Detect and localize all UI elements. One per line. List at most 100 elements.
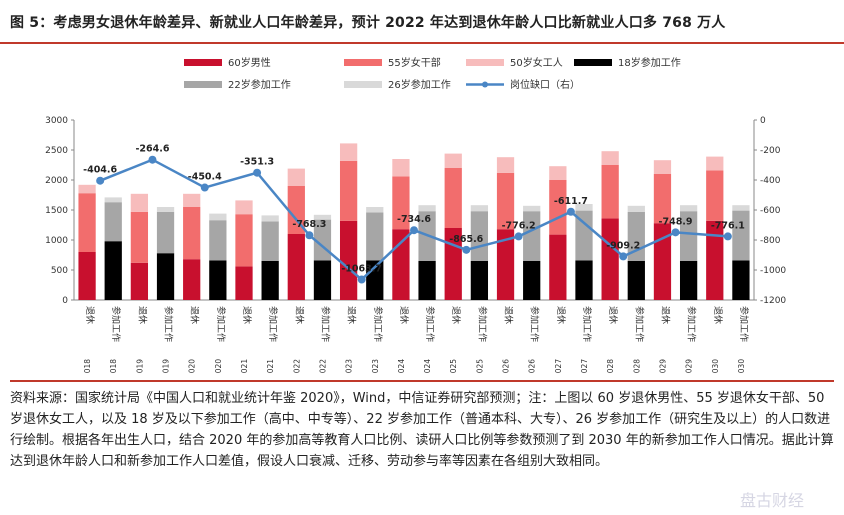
x-year-label-2024: 2024 [423, 359, 432, 374]
x-category-label: 参加工作 [215, 306, 227, 342]
bar-retire_male-2019 [130, 262, 149, 300]
bar-retire_female_worker-2022 [287, 168, 305, 186]
gap-data-label-2026: -776.2 [502, 220, 536, 231]
gap-point-2021 [253, 168, 262, 177]
bar-work18-2029 [679, 261, 698, 300]
x-category-label: 参加工作 [633, 306, 645, 342]
bar-work18-2027 [575, 260, 593, 300]
chart-title: 图 5：考虑男女退休年龄差异、新就业人口年龄差异，预计 2022 年达到退休年龄… [10, 15, 726, 31]
bar-work22-2020 [209, 220, 227, 261]
gap-data-label-2025: -865.6 [449, 234, 483, 245]
bar-retire_female_cadre-2022 [287, 186, 305, 234]
x-year-label-2030: 2030 [737, 359, 746, 374]
x-year-label-2021: 2021 [266, 359, 275, 374]
source-note: 资料来源：国家统计局《中国人口和就业统计年鉴 2020》，Wind，中信证券研究… [10, 380, 834, 472]
gap-point-2029 [671, 228, 680, 237]
x-category-label: 参加工作 [686, 306, 698, 342]
x-category-label: 参加工作 [372, 306, 384, 342]
left-tick-label: 1000 [45, 236, 68, 246]
x-year-label-2020: 2020 [188, 359, 197, 374]
bar-retire_female_worker-2029 [653, 160, 672, 174]
bar-retire_male-2026 [496, 229, 515, 300]
gap-point-2030 [723, 232, 732, 241]
x-category-label: 参加工作 [163, 306, 175, 342]
x-year-label-2026: 2026 [502, 359, 511, 374]
bar-work26-2019 [156, 207, 175, 212]
gap-point-2024 [410, 226, 418, 235]
bar-work22-2030 [732, 210, 750, 261]
x-category-label: 退休 [136, 306, 148, 324]
gap-data-label-2028: -909.2 [606, 240, 640, 251]
bar-retire_female_cadre-2021 [235, 214, 253, 267]
gap-point-2023 [357, 275, 366, 284]
bar-retire_female_cadre-2027 [549, 180, 567, 235]
bar-retire_male-2024 [392, 229, 410, 300]
left-tick-label: 500 [51, 266, 68, 276]
bar-work26-2025 [470, 205, 489, 212]
bar-work22-2026 [523, 211, 541, 261]
x-category-label: 参加工作 [319, 306, 331, 342]
right-tick-label: -800 [760, 236, 781, 246]
x-category-label: 退休 [712, 306, 724, 324]
legend-label-gap: 岗位缺口（右） [510, 78, 580, 91]
bar-work26-2028 [627, 205, 645, 212]
x-year-label-2019: 2019 [135, 359, 144, 374]
x-category-label: 退休 [241, 306, 253, 324]
gap-data-label-2019: -264.6 [135, 144, 169, 155]
x-year-label-2024: 2024 [397, 359, 406, 374]
bar-work26-2020 [209, 213, 227, 221]
x-year-label-2029: 2029 [685, 359, 694, 374]
x-year-label-2027: 2027 [554, 359, 563, 374]
x-year-label-2028: 2028 [606, 359, 615, 374]
bar-work18-2019 [156, 253, 175, 300]
left-tick-label: 3000 [45, 116, 68, 126]
bar-retire_male-2018 [78, 252, 96, 300]
combo-chart: 60岁男性 55岁女干部 50岁女工人 18岁参加工作 22岁参加工作 26岁参加工作 岗位… [45, 56, 786, 374]
bar-work22-2019 [156, 211, 175, 254]
bar-work22-2029 [679, 211, 698, 261]
gap-data-label-2030: -776.1 [711, 220, 745, 231]
bar-work18-2018 [104, 241, 122, 300]
legend-swatch-retire_male [184, 59, 222, 66]
legend-label-retire_female_cadre: 55岁女干部 [388, 56, 441, 69]
bar-retire_female_worker-2030 [706, 156, 724, 171]
x-year-label-2028: 2028 [632, 359, 641, 374]
right-tick-label: -600 [760, 206, 781, 216]
bar-retire_female_cadre-2020 [183, 207, 201, 260]
gap-point-2019 [148, 155, 157, 164]
bar-retire_male-2023 [339, 220, 358, 300]
x-year-label-2019: 2019 [162, 359, 171, 374]
legend-label-work26: 26岁参加工作 [388, 78, 451, 91]
bar-retire_female_worker-2028 [601, 151, 619, 165]
x-category-label: 退休 [84, 306, 96, 324]
bar-retire_female_worker-2018 [78, 184, 96, 194]
right-tick-label: -400 [760, 176, 781, 186]
x-year-label-2026: 2026 [528, 359, 537, 374]
legend-swatch-work26 [344, 81, 382, 88]
bar-work26-2018 [104, 197, 122, 203]
gap-data-label-2022: -768.3 [292, 219, 326, 230]
x-category-label: 参加工作 [581, 306, 593, 342]
gap-data-label-2020: -450.4 [188, 172, 222, 183]
bar-work22-2018 [104, 202, 122, 242]
x-category-label: 退休 [293, 306, 305, 324]
bar-work18-2020 [209, 260, 227, 300]
legend-label-work22: 22岁参加工作 [228, 78, 291, 91]
x-category-label: 退休 [503, 306, 515, 324]
gap-point-2027 [566, 207, 575, 216]
bar-work18-2030 [732, 260, 750, 300]
x-year-label-2023: 2023 [371, 359, 380, 374]
bar-retire_female_worker-2019 [130, 193, 149, 212]
left-tick-label: 2000 [45, 176, 68, 186]
x-category-label: 参加工作 [267, 306, 279, 342]
bar-work26-2022 [313, 214, 332, 220]
bar-retire_female_cadre-2028 [601, 165, 619, 219]
x-year-label-2025: 2025 [449, 359, 458, 374]
bar-retire_female_worker-2023 [339, 143, 358, 161]
x-year-label-2030: 2030 [711, 359, 720, 374]
bar-retire_female_cadre-2023 [339, 160, 358, 221]
x-category-label: 退休 [607, 306, 619, 324]
legend-label-retire_female_worker: 50岁女工人 [510, 56, 563, 69]
bar-retire_male-2022 [287, 234, 305, 300]
